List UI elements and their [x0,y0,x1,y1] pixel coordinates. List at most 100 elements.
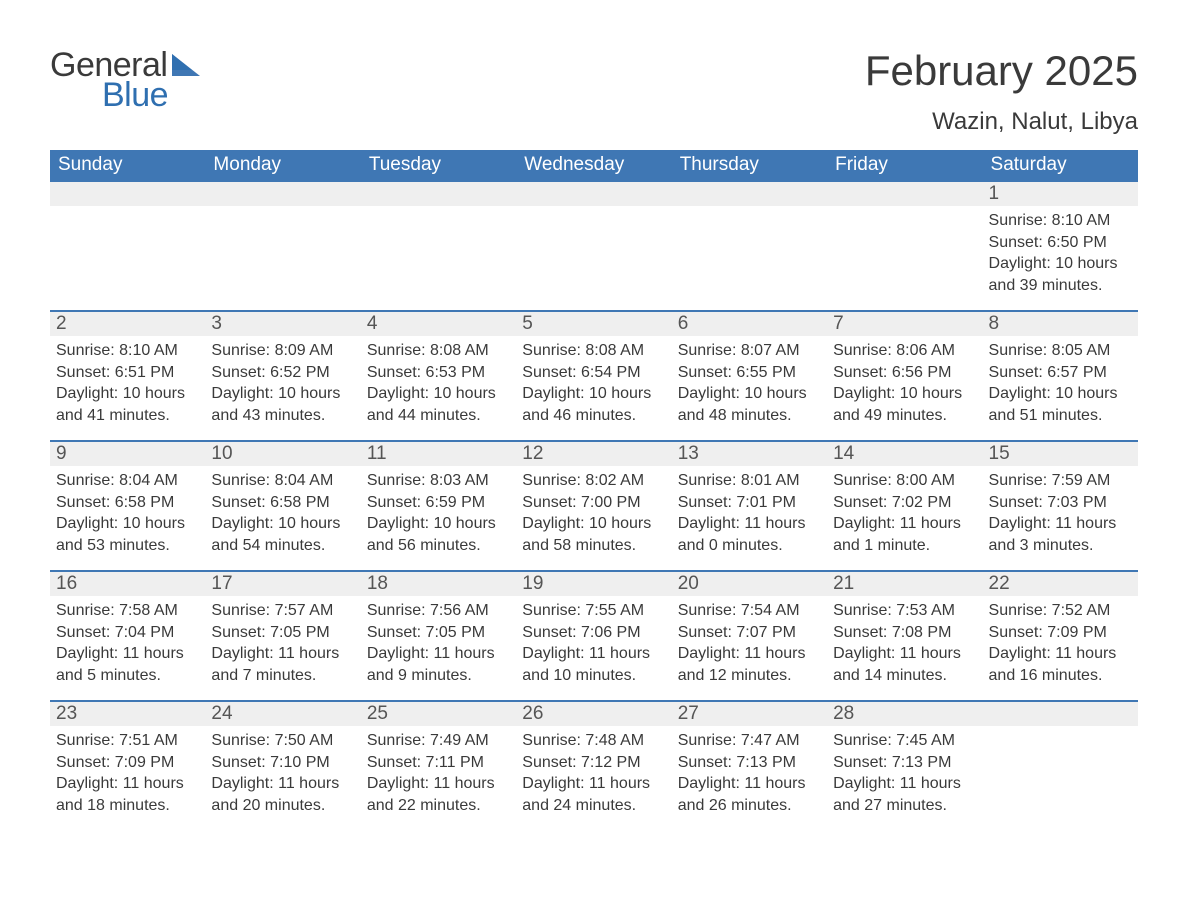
daylight-line: Daylight: 11 hours and 27 minutes. [833,773,976,816]
sunrise-line: Sunrise: 7:49 AM [367,730,510,752]
day-detail: Sunrise: 7:49 AMSunset: 7:11 PMDaylight:… [367,730,510,816]
day-cell: 8Sunrise: 8:05 AMSunset: 6:57 PMDaylight… [983,312,1138,440]
sunset-line: Sunset: 6:51 PM [56,362,199,384]
sunset-line: Sunset: 7:09 PM [989,622,1132,644]
daylight-line: Daylight: 10 hours and 56 minutes. [367,513,510,556]
day-cell [827,182,982,310]
sunset-line: Sunset: 7:04 PM [56,622,199,644]
day-number: 5 [516,312,671,336]
daylight-line: Daylight: 11 hours and 0 minutes. [678,513,821,556]
sunset-line: Sunset: 6:58 PM [56,492,199,514]
dow-saturday: Saturday [983,150,1138,182]
week-row: 16 Sunrise: 7:58 AMSunset: 7:04 PMDayligh… [50,570,1138,700]
sunrise-line: Sunrise: 8:07 AM [678,340,821,362]
weeks-container: 1Sunrise: 8:10 AMSunset: 6:50 PMDaylight… [50,182,1138,830]
day-number: 13 [672,442,827,466]
day-cell: 25Sunrise: 7:49 AMSunset: 7:11 PMDayligh… [361,702,516,830]
daylight-line: Daylight: 11 hours and 20 minutes. [211,773,354,816]
sunset-line: Sunset: 7:13 PM [833,752,976,774]
day-detail: Sunrise: 8:07 AMSunset: 6:55 PMDaylight:… [678,340,821,426]
day-number: 16 [50,572,205,596]
day-cell: 1 Sunrise: 8:10 AMSunset: 6:50 PMDaylight… [983,182,1138,310]
sunrise-line: Sunrise: 7:53 AM [833,600,976,622]
day-cell [50,182,205,310]
daylight-line: Daylight: 11 hours and 24 minutes. [522,773,665,816]
sunrise-line: Sunrise: 8:10 AM [989,210,1132,232]
day-cell [516,182,671,310]
day-detail: Sunrise: 8:02 AMSunset: 7:00 PMDaylight:… [522,470,665,556]
day-detail: Sunrise: 8:03 AMSunset: 6:59 PMDaylight:… [367,470,510,556]
sunrise-line: Sunrise: 7:52 AM [989,600,1132,622]
dow-friday: Friday [827,150,982,182]
daylight-line: Daylight: 11 hours and 10 minutes. [522,643,665,686]
day-detail: Sunrise: 7:48 AMSunset: 7:12 PMDaylight:… [522,730,665,816]
sunset-line: Sunset: 6:53 PM [367,362,510,384]
sunset-line: Sunset: 7:01 PM [678,492,821,514]
sunset-line: Sunset: 7:08 PM [833,622,976,644]
day-number: 23 [50,702,205,726]
daylight-line: Daylight: 10 hours and 39 minutes. [989,253,1132,296]
sunset-line: Sunset: 7:09 PM [56,752,199,774]
sunrise-line: Sunrise: 7:55 AM [522,600,665,622]
daylight-line: Daylight: 10 hours and 54 minutes. [211,513,354,556]
sunrise-line: Sunrise: 7:59 AM [989,470,1132,492]
day-number: 10 [205,442,360,466]
day-cell: 26Sunrise: 7:48 AMSunset: 7:12 PMDayligh… [516,702,671,830]
day-detail: Sunrise: 8:05 AMSunset: 6:57 PMDaylight:… [989,340,1132,426]
brand-triangle-icon [172,54,200,76]
sunset-line: Sunset: 6:58 PM [211,492,354,514]
day-cell: 17Sunrise: 7:57 AMSunset: 7:05 PMDayligh… [205,572,360,700]
day-number [50,182,205,206]
day-cell: 20Sunrise: 7:54 AMSunset: 7:07 PMDayligh… [672,572,827,700]
title-block: February 2025 Wazin, Nalut, Libya [865,48,1138,136]
sunset-line: Sunset: 6:57 PM [989,362,1132,384]
brand-word-2: Blue [102,78,168,112]
sunrise-line: Sunrise: 7:51 AM [56,730,199,752]
dow-thursday: Thursday [672,150,827,182]
day-cell: 12 Sunrise: 8:02 AMSunset: 7:00 PMDayligh… [516,442,671,570]
day-cell: 10Sunrise: 8:04 AMSunset: 6:58 PMDayligh… [205,442,360,570]
day-detail: Sunrise: 8:08 AMSunset: 6:53 PMDaylight:… [367,340,510,426]
sunset-line: Sunset: 6:50 PM [989,232,1132,254]
sunrise-line: Sunrise: 7:48 AM [522,730,665,752]
dow-monday: Monday [205,150,360,182]
day-detail: Sunrise: 8:04 AMSunset: 6:58 PMDaylight:… [56,470,199,556]
day-cell: 27Sunrise: 7:47 AMSunset: 7:13 PMDayligh… [672,702,827,830]
day-cell: 5Sunrise: 8:08 AMSunset: 6:54 PMDaylight… [516,312,671,440]
calendar-page: General Blue February 2025 Wazin, Nalut,… [0,0,1188,870]
sunset-line: Sunset: 7:02 PM [833,492,976,514]
day-cell [983,702,1138,830]
sunrise-line: Sunrise: 7:54 AM [678,600,821,622]
daylight-line: Daylight: 11 hours and 5 minutes. [56,643,199,686]
day-number: 1 [983,182,1138,206]
daylight-line: Daylight: 10 hours and 43 minutes. [211,383,354,426]
sunset-line: Sunset: 7:06 PM [522,622,665,644]
daylight-line: Daylight: 10 hours and 41 minutes. [56,383,199,426]
day-cell: 22Sunrise: 7:52 AMSunset: 7:09 PMDayligh… [983,572,1138,700]
day-detail: Sunrise: 7:53 AMSunset: 7:08 PMDaylight:… [833,600,976,686]
daylight-line: Daylight: 11 hours and 3 minutes. [989,513,1132,556]
sunset-line: Sunset: 6:54 PM [522,362,665,384]
day-number: 20 [672,572,827,596]
day-detail: Sunrise: 7:47 AMSunset: 7:13 PMDaylight:… [678,730,821,816]
sunset-line: Sunset: 7:03 PM [989,492,1132,514]
day-cell [361,182,516,310]
sunset-line: Sunset: 7:00 PM [522,492,665,514]
day-number: 12 [516,442,671,466]
day-detail: Sunrise: 7:52 AMSunset: 7:09 PMDaylight:… [989,600,1132,686]
daylight-line: Daylight: 10 hours and 49 minutes. [833,383,976,426]
daylight-line: Daylight: 10 hours and 51 minutes. [989,383,1132,426]
daylight-line: Daylight: 11 hours and 16 minutes. [989,643,1132,686]
day-detail: Sunrise: 7:45 AMSunset: 7:13 PMDaylight:… [833,730,976,816]
day-cell: 11Sunrise: 8:03 AMSunset: 6:59 PMDayligh… [361,442,516,570]
sunset-line: Sunset: 6:59 PM [367,492,510,514]
sunrise-line: Sunrise: 7:47 AM [678,730,821,752]
day-number [361,182,516,206]
day-cell [205,182,360,310]
sunrise-line: Sunrise: 7:50 AM [211,730,354,752]
week-row: 1 Sunrise: 8:10 AMSunset: 6:50 PMDaylight… [50,182,1138,310]
day-number [516,182,671,206]
day-detail: Sunrise: 7:58 AMSunset: 7:04 PMDaylight:… [56,600,199,686]
day-number: 24 [205,702,360,726]
daylight-line: Daylight: 10 hours and 44 minutes. [367,383,510,426]
